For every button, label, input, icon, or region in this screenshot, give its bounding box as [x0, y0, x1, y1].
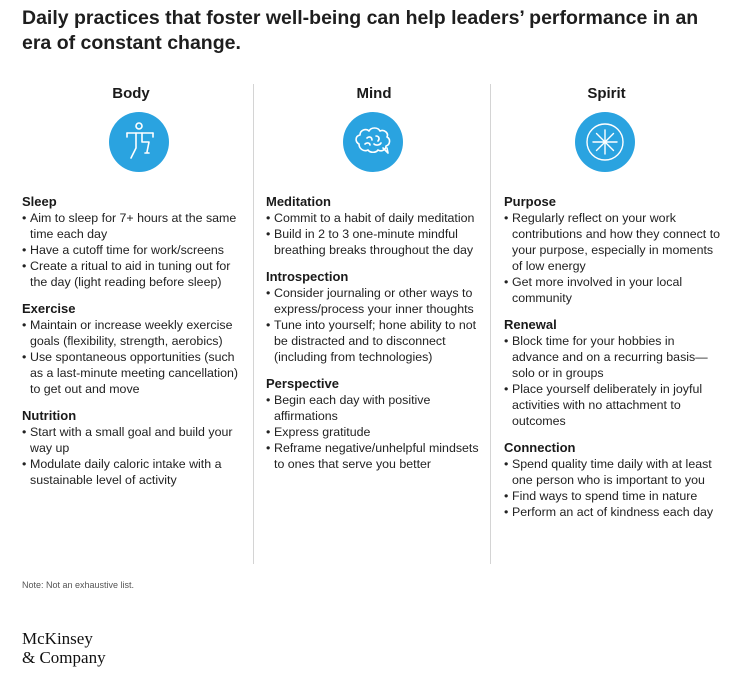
section-title: Renewal: [504, 317, 557, 332]
footnote: Note: Not an exhaustive list.: [22, 580, 135, 590]
column-heading: Mind: [356, 85, 392, 102]
list-item: Spend quality time daily with at least o…: [504, 456, 722, 488]
section-title: Meditation: [266, 194, 331, 209]
section-title: Sleep: [22, 194, 57, 209]
list-item: Create a ritual to aid in tuning out for…: [22, 258, 240, 290]
section-connection: Connection Spend quality time daily with…: [504, 440, 722, 520]
list-item: Get more involved in your local communit…: [504, 274, 722, 306]
list-item: Express gratitude: [266, 424, 484, 440]
section-title: Perspective: [266, 376, 339, 391]
column-divider: [490, 84, 491, 564]
column-divider: [253, 84, 254, 564]
section-title: Purpose: [504, 194, 557, 209]
list-item: Perform an act of kindness each day: [504, 504, 722, 520]
section-purpose: Purpose Regularly reflect on your work c…: [504, 194, 722, 306]
list-item: Reframe negative/unhelpful mindsets to o…: [266, 440, 484, 472]
section-nutrition: Nutrition Start with a small goal and bu…: [22, 408, 240, 488]
list-item: Begin each day with positive affirmation…: [266, 392, 484, 424]
section-title: Nutrition: [22, 408, 77, 423]
list-item: Aim to sleep for 7+ hours at the same ti…: [22, 210, 240, 242]
section-exercise: Exercise Maintain or increase weekly exe…: [22, 301, 240, 397]
page-title: Daily practices that foster well-being c…: [22, 7, 699, 54]
column-mind: Mind Meditation Commit to a habit of dai…: [266, 84, 484, 483]
section-title: Connection: [504, 440, 576, 455]
list-item: Have a cutoff time for work/screens: [22, 242, 240, 258]
column-heading: Body: [112, 85, 150, 102]
list-item: Build in 2 to 3 one-minute mindful breat…: [266, 226, 484, 258]
section-title: Introspection: [266, 269, 349, 284]
section-renewal: Renewal Block time for your hobbies in a…: [504, 317, 722, 429]
list-item: Block time for your hobbies in advance a…: [504, 333, 722, 381]
list-item: Modulate daily caloric intake with a sus…: [22, 456, 240, 488]
section-title: Exercise: [22, 301, 76, 316]
mckinsey-logo: McKinsey & Company: [22, 629, 106, 667]
column-body: Body Sleep Aim to sleep for 7+ hours at …: [22, 84, 240, 499]
list-item: Tune into yourself; hone ability to not …: [266, 317, 484, 365]
list-item: Commit to a habit of daily meditation: [266, 210, 484, 226]
logo-line-2: & Company: [22, 648, 106, 667]
section-sleep: Sleep Aim to sleep for 7+ hours at the s…: [22, 194, 240, 290]
list-item: Place yourself deliberately in joyful ac…: [504, 381, 722, 429]
list-item: Maintain or increase weekly exercise goa…: [22, 317, 240, 349]
list-item: Start with a small goal and build your w…: [22, 424, 240, 456]
body-balance-icon: [109, 112, 169, 172]
section-perspective: Perspective Begin each day with positive…: [266, 376, 484, 472]
list-item: Use spontaneous opportunities (such as a…: [22, 349, 240, 397]
starburst-icon: [575, 112, 635, 172]
list-item: Regularly reflect on your work contribut…: [504, 210, 722, 274]
brain-speech-icon: [343, 112, 403, 172]
section-introspection: Introspection Consider journaling or oth…: [266, 269, 484, 365]
column-spirit: Spirit Purpose Regularly reflect on your…: [504, 84, 722, 531]
logo-line-1: McKinsey: [22, 629, 93, 648]
list-item: Consider journaling or other ways to exp…: [266, 285, 484, 317]
section-meditation: Meditation Commit to a habit of daily me…: [266, 194, 484, 258]
list-item: Find ways to spend time in nature: [504, 488, 722, 504]
column-heading: Spirit: [587, 85, 626, 102]
